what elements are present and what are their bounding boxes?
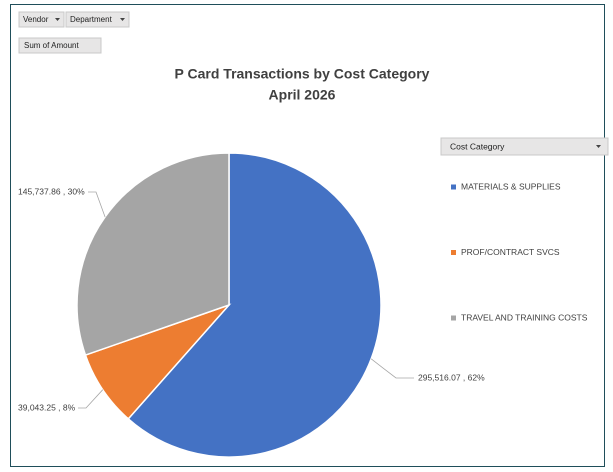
leader-line [88,191,106,218]
data-label: 145,737.86 , 30% [18,186,85,196]
data-label: 295,516.07 , 62% [418,372,485,382]
filter-button[interactable]: Department [65,11,130,28]
pie-slice [76,152,230,357]
value-field-button[interactable]: Sum of Amount [18,37,102,54]
data-label: 39,043.25 , 8% [18,402,76,412]
value-field-label[interactable]: Sum of Amount [24,41,79,50]
legend-title[interactable]: Cost Category [450,141,505,151]
leader-line [370,358,414,379]
legend-swatch [451,184,456,190]
legend-label: TRAVEL AND TRAINING COSTS [461,312,588,322]
chart-title: P Card Transactions by Cost Category [175,66,430,82]
legend-swatch [451,315,456,321]
legend-label: PROF/CONTRACT SVCS [461,247,560,257]
filter-button[interactable]: Vendor [18,11,65,28]
legend-swatch [451,250,456,255]
legend-header[interactable]: Cost Category [440,137,609,156]
legend-label: MATERIALS & SUPPLIES [461,181,561,191]
chart-subtitle: April 2026 [269,87,336,103]
filter-label[interactable]: Vendor [23,15,49,24]
filter-label[interactable]: Department [70,15,113,24]
leader-line [78,389,104,409]
